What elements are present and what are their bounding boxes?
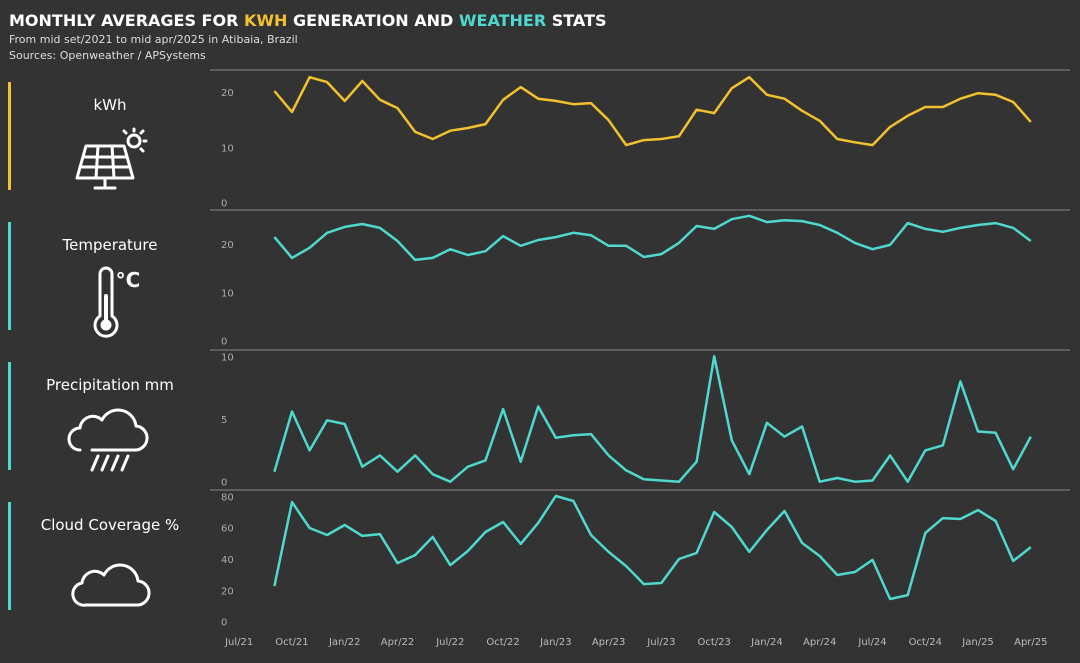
x-tick-label: Oct/22	[486, 637, 519, 648]
unit-label: °C	[116, 268, 141, 292]
x-tick-label: Jan/22	[328, 637, 361, 648]
y-tick-label: 0	[221, 337, 227, 348]
solar-panel-icon	[75, 127, 148, 190]
y-tick-label: 10	[221, 288, 234, 299]
y-tick-label: 80	[221, 492, 234, 503]
x-tick-label: Jul/23	[646, 637, 675, 648]
y-tick-label: 40	[221, 555, 234, 566]
panel-title: Temperature	[61, 236, 157, 254]
y-tick-label: 0	[221, 198, 227, 209]
y-tick-label: 0	[221, 618, 227, 629]
panel-title: Cloud Coverage %	[41, 516, 180, 534]
title-part: MONTHLY AVERAGES FOR	[9, 11, 244, 30]
title-part: KWH	[244, 11, 287, 30]
accent-bar	[8, 222, 11, 330]
y-tick-label: 10	[221, 143, 234, 154]
x-tick-label: Oct/21	[275, 637, 308, 648]
accent-bar	[8, 502, 11, 610]
x-tick-label: Jul/24	[857, 637, 886, 648]
x-tick-label: Apr/22	[381, 637, 414, 648]
title-part: WEATHER	[459, 11, 546, 30]
x-tick-label: Jan/25	[961, 637, 994, 648]
data-line	[273, 75, 1032, 147]
y-tick-label: 20	[221, 88, 234, 99]
rain-cloud-icon	[67, 408, 149, 472]
data-line	[273, 214, 1032, 262]
subtitle: From mid set/2021 to mid apr/2025 in Ati…	[9, 33, 298, 46]
x-tick-label: Oct/24	[909, 637, 942, 648]
y-tick-label: 20	[221, 586, 234, 597]
panel-title: kWh	[93, 96, 126, 114]
title-part: GENERATION AND	[287, 11, 458, 30]
x-tick-label: Oct/23	[697, 637, 730, 648]
x-tick-label: Apr/23	[592, 637, 625, 648]
panel-title: Precipitation mm	[46, 376, 174, 394]
thermometer-icon	[93, 266, 119, 338]
x-tick-label: Apr/24	[803, 637, 836, 648]
y-tick-label: 5	[221, 415, 227, 426]
data-line	[273, 355, 1032, 483]
x-tick-label: Jul/22	[435, 637, 464, 648]
data-line	[273, 494, 1032, 601]
accent-bar	[8, 362, 11, 470]
y-tick-label: 10	[221, 352, 234, 363]
y-tick-label: 60	[221, 524, 234, 535]
x-tick-label: Jan/24	[750, 637, 783, 648]
x-tick-label: Jul/21	[224, 637, 253, 648]
accent-bar	[8, 82, 11, 190]
title-part: STATS	[546, 11, 606, 30]
cloud-icon	[71, 563, 151, 607]
y-tick-label: 20	[221, 240, 234, 251]
x-tick-label: Jan/23	[539, 637, 572, 648]
source: Sources: Openweather / APSystems	[9, 49, 206, 62]
y-tick-label: 0	[221, 478, 227, 489]
title: MONTHLY AVERAGES FOR KWH GENERATION AND …	[9, 11, 607, 30]
x-tick-label: Apr/25	[1014, 637, 1047, 648]
